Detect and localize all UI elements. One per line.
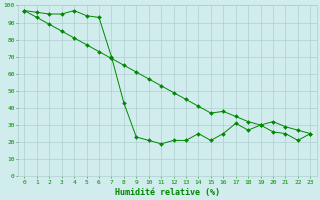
X-axis label: Humidité relative (%): Humidité relative (%) [115,188,220,197]
